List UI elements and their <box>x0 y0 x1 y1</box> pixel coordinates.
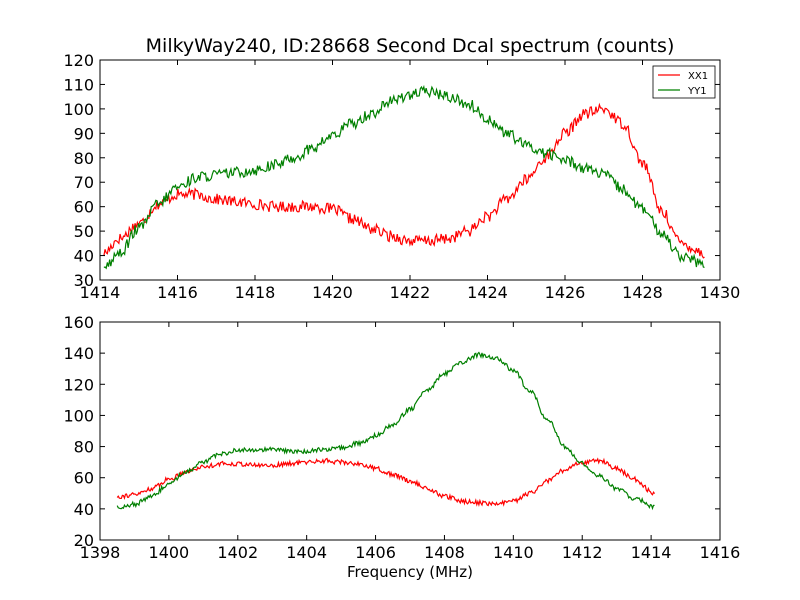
y-tick-label: 60 <box>74 469 94 488</box>
y-tick-label: 90 <box>74 124 94 143</box>
x-tick-label: 1398 <box>80 543 121 562</box>
x-tick-label: 1414 <box>80 283 121 302</box>
y-tick-label: 60 <box>74 198 94 217</box>
x-tick-label: 1406 <box>355 543 396 562</box>
series-line-yy1 <box>103 84 705 270</box>
x-tick-label: 1430 <box>700 283 741 302</box>
legend-box <box>652 65 716 99</box>
x-tick-label: 1418 <box>235 283 276 302</box>
y-tick-label: 120 <box>63 51 94 70</box>
y-tick-label: 100 <box>63 100 94 119</box>
x-tick-label: 1408 <box>424 543 465 562</box>
series-line-trace-2 <box>116 351 655 511</box>
x-tick-label: 1416 <box>157 283 198 302</box>
chart-title: MilkyWay240, ID:28668 Second Dcal spectr… <box>146 35 675 57</box>
y-tick-label: 70 <box>74 173 94 192</box>
bottom-spectrum-panel: 1398 1400 1402 1404 1406 1408 1410 1412 1414 1416… <box>63 313 740 562</box>
y-tick-label: 30 <box>74 271 94 290</box>
x-tick-label: 1422 <box>390 283 431 302</box>
x-tick-label: 1428 <box>622 283 663 302</box>
x-tick-label: 1414 <box>631 543 672 562</box>
x-tick-label: 1416 <box>700 543 741 562</box>
x-axis-label: Frequency (MHz) <box>347 563 473 581</box>
legend-label: XX1 <box>688 71 708 82</box>
x-tick-label: 1426 <box>545 283 586 302</box>
x-tick-label: 1404 <box>286 543 327 562</box>
top-spectrum-panel: 1414 1416 1418 1420 1422 1424 1426 1428 1430 30 40… <box>63 51 740 302</box>
y-tick-label: 120 <box>63 375 94 394</box>
x-tick-label: 1424 <box>467 283 508 302</box>
y-tick-label: 80 <box>74 438 94 457</box>
x-tick-label: 1402 <box>217 543 258 562</box>
x-tick-label: 1412 <box>562 543 603 562</box>
legend-label: YY1 <box>687 86 707 97</box>
x-tick-label: 1410 <box>493 543 534 562</box>
y-tick-label: 40 <box>74 500 94 519</box>
x-tick-label: 1420 <box>312 283 353 302</box>
y-tick-label: 50 <box>74 222 94 241</box>
x-tick-label: 1400 <box>149 543 190 562</box>
y-tick-label: 80 <box>74 149 94 168</box>
y-tick-label: 160 <box>63 313 94 332</box>
series-line-xx1 <box>103 102 705 259</box>
y-tick-label: 110 <box>63 75 94 94</box>
y-tick-label: 20 <box>74 531 94 550</box>
y-tick-label: 140 <box>63 344 94 363</box>
plot-frame <box>99 321 721 541</box>
y-tick-label: 100 <box>63 406 94 425</box>
y-tick-label: 40 <box>74 247 94 266</box>
plot-frame <box>99 59 721 281</box>
series-line-trace-1 <box>116 457 656 508</box>
